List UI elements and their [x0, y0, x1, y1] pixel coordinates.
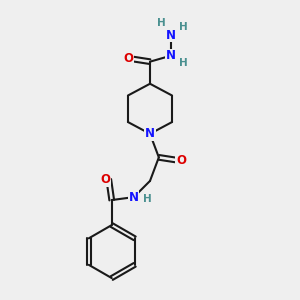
Text: O: O: [176, 154, 186, 167]
Text: O: O: [124, 52, 134, 65]
Text: N: N: [145, 127, 155, 140]
Text: N: N: [129, 190, 139, 204]
Text: N: N: [166, 29, 176, 42]
Text: H: H: [178, 58, 188, 68]
Text: H: H: [143, 194, 152, 204]
Text: O: O: [101, 173, 111, 186]
Text: H: H: [178, 22, 188, 32]
Text: N: N: [166, 49, 176, 62]
Text: H: H: [158, 18, 166, 28]
